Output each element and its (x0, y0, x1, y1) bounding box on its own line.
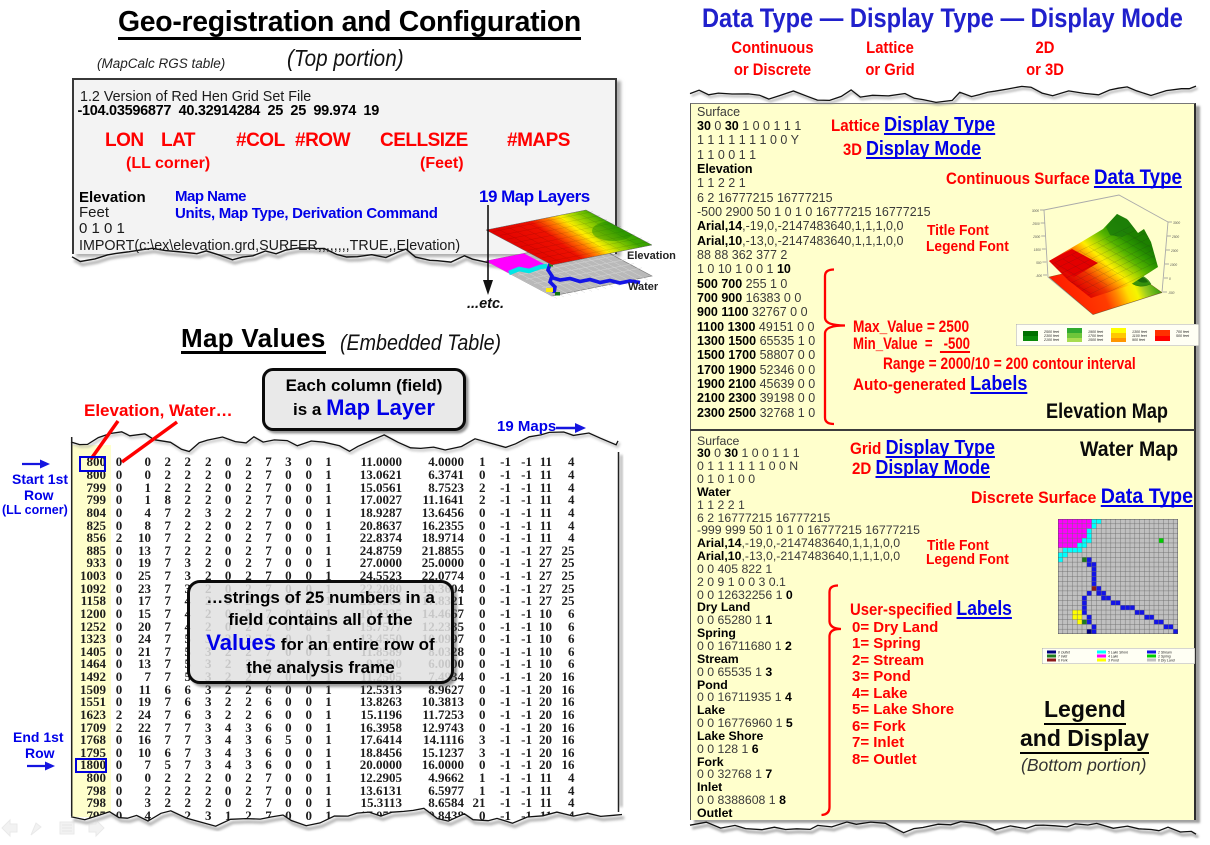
svg-text:-500: -500 (1036, 274, 1043, 278)
svg-text:2500: 2500 (1032, 222, 1040, 226)
svg-text:3000: 3000 (1173, 221, 1180, 225)
svg-text:1700 feet: 1700 feet (1088, 334, 1104, 338)
svg-text:0: 0 (1169, 277, 1171, 281)
svg-text:5 Lake Shore: 5 Lake Shore (1108, 651, 1128, 655)
svg-text:3 Pond: 3 Pond (1108, 659, 1119, 663)
svg-text:2 Stream: 2 Stream (1157, 651, 1172, 655)
svg-text:1900 feet: 1900 feet (1088, 330, 1104, 334)
svg-text:1500: 1500 (1034, 248, 1041, 252)
svg-text:1000: 1000 (1170, 263, 1177, 267)
svg-text:1300 feet: 1300 feet (1132, 330, 1148, 334)
svg-text:4 Lake: 4 Lake (1108, 655, 1118, 659)
svg-text:500: 500 (1036, 261, 1042, 265)
svg-text:8 Outlet: 8 Outlet (1058, 651, 1071, 655)
svg-text:2500: 2500 (1171, 235, 1179, 239)
svg-text:6 Fork: 6 Fork (1058, 659, 1068, 663)
svg-text:1500 feet: 1500 feet (1088, 338, 1104, 342)
svg-text:500 feet: 500 feet (1176, 334, 1190, 338)
svg-text:0 Dry Land: 0 Dry Land (1158, 659, 1175, 663)
svg-text:7 Inlet: 7 Inlet (1058, 655, 1068, 659)
svg-text:2500 feet: 2500 feet (1043, 330, 1060, 334)
svg-text:2300 feet: 2300 feet (1043, 334, 1060, 338)
svg-text:1 Spring: 1 Spring (1158, 655, 1171, 659)
svg-text:3000: 3000 (1032, 209, 1039, 213)
svg-text:1100 feet: 1100 feet (1132, 334, 1148, 338)
svg-text:900 feet: 900 feet (1132, 338, 1146, 342)
svg-text:2000: 2000 (1032, 235, 1040, 239)
svg-text:2100 feet: 2100 feet (1043, 338, 1060, 342)
svg-text:700 feet: 700 feet (1176, 330, 1190, 334)
svg-text:2000: 2000 (1170, 249, 1178, 253)
svg-text:-500: -500 (1168, 291, 1175, 295)
